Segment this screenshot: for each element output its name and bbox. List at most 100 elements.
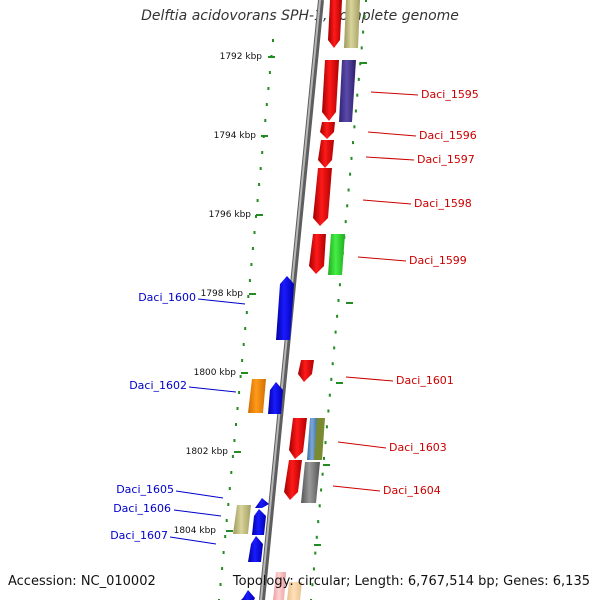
gene-arrow-red[interactable]: [320, 122, 335, 139]
tick-dot: [318, 504, 321, 508]
gene-label[interactable]: Daci_1602: [129, 379, 187, 392]
tick-dot: [239, 375, 242, 378]
tick-dot: [222, 551, 225, 554]
tick-dot: [338, 283, 341, 287]
tick-dot: [230, 471, 233, 474]
tick-dot: [353, 125, 356, 129]
ruler-label: 1796 kbp: [209, 210, 252, 220]
leader-line: [337, 441, 387, 449]
gene-arrow-red[interactable]: [309, 234, 326, 274]
gene-arrow-pink[interactable]: [273, 572, 286, 600]
ruler-ticks: [226, 56, 367, 546]
tick-dot: [228, 487, 231, 490]
gene-label[interactable]: Daci_1606: [113, 502, 171, 515]
tick-dots: [218, 0, 367, 600]
tick-dot: [225, 519, 228, 522]
tick-dot: [336, 314, 339, 318]
tick-dot: [349, 172, 352, 176]
gene-arrow-red[interactable]: [318, 140, 334, 168]
gene-arrow-gray[interactable]: [301, 462, 320, 503]
gene-arrow-blue[interactable]: [252, 509, 266, 535]
gene-arrow-orange[interactable]: [248, 379, 266, 413]
leader-line: [169, 536, 217, 545]
tick-dot: [317, 520, 320, 524]
gene-arrow-olive[interactable]: [344, 0, 360, 48]
tick-dot: [325, 425, 328, 429]
leader-line: [362, 199, 412, 205]
tick-dot: [356, 93, 359, 97]
tick-dot: [244, 327, 247, 330]
tick-dot: [268, 71, 271, 74]
gene-arrow-red[interactable]: [322, 60, 339, 121]
gene-arrow-red[interactable]: [284, 460, 302, 500]
gene-label[interactable]: Daci_1600: [138, 291, 196, 304]
gene-arrow-blue[interactable]: [268, 382, 283, 414]
gene-arrow-blue[interactable]: [248, 536, 263, 562]
leader-line: [173, 509, 222, 517]
tick-dot: [330, 377, 333, 381]
tick-dot: [235, 423, 237, 426]
leader-line: [345, 376, 394, 382]
leader-line: [365, 156, 415, 161]
ruler-label: 1792 kbp: [220, 52, 263, 62]
tick-dot: [224, 535, 227, 538]
gene-arrow-red[interactable]: [328, 0, 342, 48]
tick-dot: [357, 77, 360, 81]
gene-label[interactable]: Daci_1599: [409, 254, 467, 267]
gene-arrow-olive-green[interactable]: [314, 418, 325, 460]
tick-dot: [265, 103, 268, 106]
gene-arrow-blue[interactable]: [255, 498, 269, 508]
genome-summary-text: Topology: circular; Length: 6,767,514 bp…: [232, 574, 590, 589]
gene-label[interactable]: Daci_1595: [421, 88, 479, 101]
tick-dot: [324, 441, 327, 445]
gene-label[interactable]: Daci_1603: [389, 441, 447, 454]
tick-dot: [312, 567, 315, 571]
gene-label[interactable]: Daci_1596: [419, 129, 477, 142]
tick-dot: [344, 220, 347, 224]
tick-dot: [272, 39, 274, 42]
gene-arrow-olive[interactable]: [233, 505, 251, 534]
tick-dot: [320, 488, 323, 492]
tick-dot: [346, 204, 349, 208]
tick-dot: [245, 311, 248, 314]
leader-line: [332, 485, 381, 492]
tick-dot: [365, 0, 367, 2]
tick-dot: [247, 295, 250, 298]
tick-dot: [258, 183, 261, 186]
gene-label[interactable]: Daci_1607: [110, 529, 168, 542]
genome-title: Delftia acidovorans SPH-1, complete geno…: [141, 8, 459, 24]
tick-dot: [334, 330, 337, 334]
gene-arrow-red[interactable]: [313, 168, 332, 226]
gene-label[interactable]: Daci_1597: [417, 153, 475, 166]
gene-label[interactable]: Daci_1598: [414, 197, 472, 210]
gene-arrow-purple[interactable]: [339, 60, 356, 122]
gene-label[interactable]: Daci_1604: [383, 484, 441, 497]
tick-dot: [251, 247, 254, 250]
gene-label[interactable]: Daci_1601: [396, 374, 454, 387]
ruler-label: 1794 kbp: [214, 131, 257, 141]
tick-dot: [255, 215, 257, 218]
ruler-label: 1800 kbp: [194, 368, 237, 378]
tick-dot: [315, 535, 318, 539]
gene-arrow-red[interactable]: [289, 418, 307, 459]
tick-dot: [236, 407, 239, 410]
gene-arrow-red[interactable]: [298, 360, 314, 382]
tick-dot: [253, 231, 256, 234]
gene-arrow-blue[interactable]: [276, 276, 294, 340]
gene-arrow-green[interactable]: [328, 234, 345, 275]
leader-line: [188, 386, 237, 393]
tick-dot: [352, 141, 354, 145]
gene-arrow-peach[interactable]: [287, 582, 302, 600]
gene-arrow-blue[interactable]: [241, 590, 255, 600]
tick-dot: [231, 455, 234, 458]
tick-dot: [362, 30, 365, 34]
tick-dot: [256, 199, 259, 202]
tick-dot: [267, 87, 270, 90]
tick-dot: [250, 263, 253, 266]
leader-line: [197, 298, 246, 305]
gene-label[interactable]: Daci_1605: [116, 483, 174, 496]
tick-dot: [331, 362, 334, 366]
tick-dot: [347, 188, 350, 192]
tick-dot: [233, 439, 236, 442]
leader-line: [367, 131, 417, 137]
